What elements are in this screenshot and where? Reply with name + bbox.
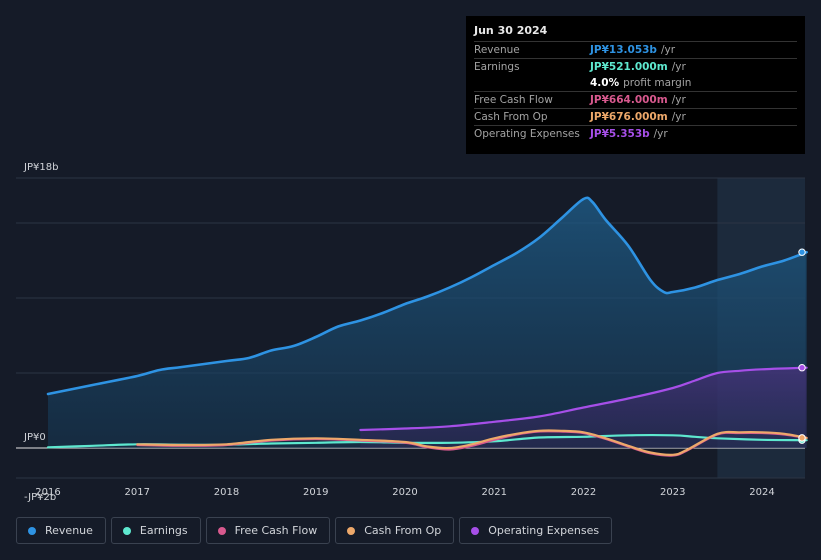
- revenue-line: [46, 196, 808, 396]
- earnings-revenue-chart: JP¥18b JP¥0 -JP¥2b 2016 2017 2018 2019 2020 202…: [16, 162, 808, 503]
- legend-dot-icon: [122, 526, 131, 535]
- tooltip-row: Revenue JP¥13.053b/yr: [474, 41, 797, 58]
- tooltip-row-label: Earnings: [474, 61, 520, 73]
- y-axis-label: -JP¥2b: [24, 492, 56, 503]
- tooltip-row-unit: profit margin: [623, 77, 692, 89]
- tooltip-row: 4.0% profit margin: [474, 75, 797, 91]
- tooltip-row-label: [474, 75, 590, 91]
- tooltip-row-unit: /yr: [660, 44, 676, 56]
- legend-dot-icon: [28, 526, 36, 535]
- tooltip-row-label: Revenue: [474, 44, 520, 56]
- tooltip-row-value: JP¥521.000m: [590, 61, 668, 73]
- x-axis-tick-label: 2021: [482, 487, 507, 498]
- x-axis-tick-label: 2018: [214, 487, 239, 498]
- tooltip-row-unit: /yr: [671, 61, 686, 73]
- revenue-endpoint: [798, 248, 806, 256]
- legend-dot-icon: [217, 526, 226, 535]
- tooltip-row: Cash From Op JP¥676.000m/yr: [474, 108, 797, 125]
- cash-from-op-endpoint: [798, 434, 806, 442]
- tooltip-panel: Jun 30 2024 Revenue JP¥13.053b/yr Earnings…: [466, 16, 805, 154]
- tooltip-row: Free Cash Flow JP¥664.000m/yr: [474, 91, 797, 108]
- operating-expenses-line: [359, 366, 808, 432]
- legend-label: Earnings: [139, 524, 188, 537]
- tooltip-row: Operating Expenses JP¥5.353b/yr: [474, 125, 797, 142]
- operating-expenses-endpoint: [798, 364, 806, 372]
- revenue-area: [48, 197, 807, 448]
- tooltip-row-unit: /yr: [671, 111, 686, 123]
- tooltip-row-label: Operating Expenses: [474, 128, 580, 140]
- tooltip-row-label: Cash From Op: [474, 111, 548, 123]
- legend-item-operating-expenses[interactable]: Operating Expenses: [459, 517, 613, 544]
- x-axis-tick-label: 2020: [392, 487, 417, 498]
- legend-item-earnings[interactable]: Earnings: [110, 517, 201, 544]
- tooltip-row-unit: /yr: [653, 128, 668, 140]
- legend-dot-icon: [471, 526, 480, 535]
- legend-label: Operating Expenses: [488, 524, 600, 537]
- tooltip-date: Jun 30 2024: [474, 24, 548, 37]
- x-axis-tick-label: 2022: [571, 487, 596, 498]
- legend-label: Revenue: [45, 524, 93, 537]
- tooltip-row-unit: /yr: [671, 94, 686, 106]
- y-axis-label: JP¥18b: [23, 162, 58, 173]
- x-axis-tick-label: 2023: [660, 487, 685, 498]
- tooltip-row: Earnings JP¥521.000m/yr: [474, 58, 797, 75]
- legend-label: Free Cash Flow: [234, 524, 318, 537]
- x-axis-tick-label: 2024: [749, 487, 774, 498]
- y-axis-label: JP¥0: [23, 432, 46, 443]
- tooltip-row-value: JP¥664.000m: [590, 94, 668, 106]
- cash-from-op-line: [136, 429, 808, 456]
- tooltip-row-value: 4.0%: [590, 77, 620, 89]
- x-axis-tick-label: 2016: [35, 487, 60, 498]
- tooltip-row-label: Free Cash Flow: [474, 94, 553, 106]
- tooltip-row-value: JP¥13.053b: [590, 44, 657, 56]
- tooltip-row-value: JP¥5.353b: [590, 128, 650, 140]
- chart-legend: Revenue Earnings Free Cash Flow Cash From O…: [16, 517, 617, 544]
- legend-item-revenue[interactable]: Revenue: [16, 517, 106, 544]
- legend-item-cash-from-op[interactable]: Cash From Op: [335, 517, 455, 544]
- legend-label: Cash From Op: [364, 524, 442, 537]
- x-axis-tick-label: 2019: [303, 487, 328, 498]
- tooltip-row-value: JP¥676.000m: [590, 111, 668, 123]
- x-axis-tick-label: 2017: [125, 487, 150, 498]
- legend-item-free-cash-flow[interactable]: Free Cash Flow: [205, 517, 331, 544]
- legend-dot-icon: [347, 526, 356, 535]
